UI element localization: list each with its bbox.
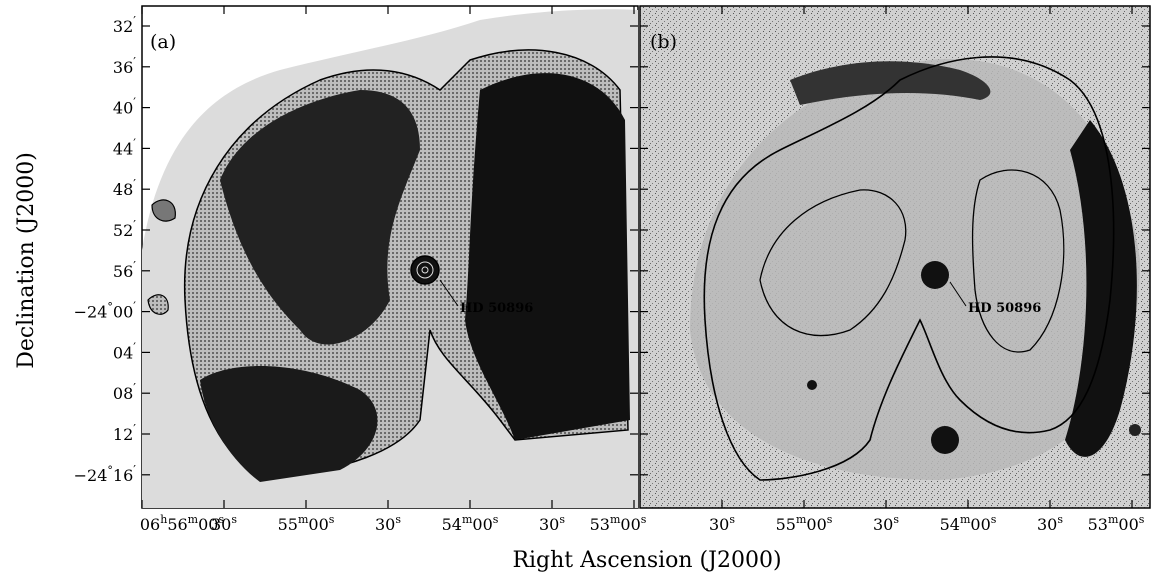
x-tick-label: 53m00s [1088, 513, 1145, 534]
x-tick-label: 54m00s [442, 513, 499, 534]
panel-a-knot [151, 199, 176, 222]
y-tick-label: 40′ [113, 96, 136, 118]
panel-b-star-label: HD 50896 [968, 301, 1041, 316]
panel-b-nebula-glow [690, 59, 1140, 480]
x-axis-label: Right Ascension (J2000) [512, 548, 782, 573]
panel-b-field-star-1 [931, 426, 959, 454]
panel-b-star-pointer [949, 281, 967, 307]
panel-b-north-filament [790, 61, 991, 105]
y-tick-label: 56′ [113, 259, 136, 281]
panel-a-east-shell [220, 90, 420, 345]
panel-a-star-contour-mid [416, 261, 434, 279]
panel-a-star-label: HD 50896 [460, 301, 533, 316]
y-tick-label: 04′ [113, 340, 136, 362]
panel-a-label: (a) [150, 31, 176, 53]
x-tick-label: 54m00s [940, 513, 997, 534]
panel-a-small-blob [147, 294, 169, 315]
x-tick-label: 30s [211, 513, 237, 534]
x-axis-label-wrap: Right Ascension (J2000) [140, 548, 1154, 573]
y-tick-label: 12′ [113, 422, 136, 444]
y-tick-label: 44′ [113, 136, 136, 158]
x-tick-label: 30s [873, 513, 899, 534]
panel-a-star-pointer [439, 279, 459, 307]
panel-a-star-contour-outer [410, 255, 440, 285]
y-tick-label: −24°16′ [74, 463, 137, 485]
panel-b-label: (b) [650, 31, 677, 53]
y-tick-label: 48′ [113, 177, 136, 199]
panel-a-south-shell [200, 366, 378, 482]
y-tick-label: 52′ [113, 218, 136, 240]
panel-a-star-contour-inner [421, 266, 429, 274]
panel-b-field-star-2 [807, 380, 817, 390]
y-tick-labels: 32′ 36′ 40′ 44′ 48′ 52′ 56′ −24°00′ 04′ 08′ 12′ −24… [74, 14, 137, 485]
x-tick-label: 30s [709, 513, 735, 534]
panel-b-contour-west [971, 169, 1065, 353]
panel-b-star [921, 261, 949, 289]
panel-b-contour-inner [759, 189, 907, 337]
panel-a-west-shell [465, 73, 630, 440]
x-tick-label: 30s [1037, 513, 1063, 534]
y-tick-label: 32′ [113, 14, 136, 36]
panel-b-field-star-3 [1129, 424, 1141, 436]
x-tick-label: 53m00s [590, 513, 647, 534]
panel-b-contour-outer [703, 56, 1115, 481]
x-tick-label: 06h56m00s [140, 513, 225, 534]
panel-a-ticks [141, 6, 638, 508]
y-tick-label: 08′ [113, 381, 136, 403]
y-tick-label: 36′ [113, 55, 136, 77]
panel-b-west-arc [1065, 120, 1137, 457]
panel-b: (b) HD 50896 [639, 5, 1151, 509]
x-tick-label: 55m00s [776, 513, 833, 534]
x-tick-label: 55m00s [278, 513, 335, 534]
y-tick-label: −24°00′ [74, 300, 137, 322]
x-tick-label: 30s [539, 513, 565, 534]
x-tick-label: 30s [375, 513, 401, 534]
panel-b-ticks [640, 6, 1150, 508]
panel-a: (a) HD 50896 [141, 5, 639, 509]
